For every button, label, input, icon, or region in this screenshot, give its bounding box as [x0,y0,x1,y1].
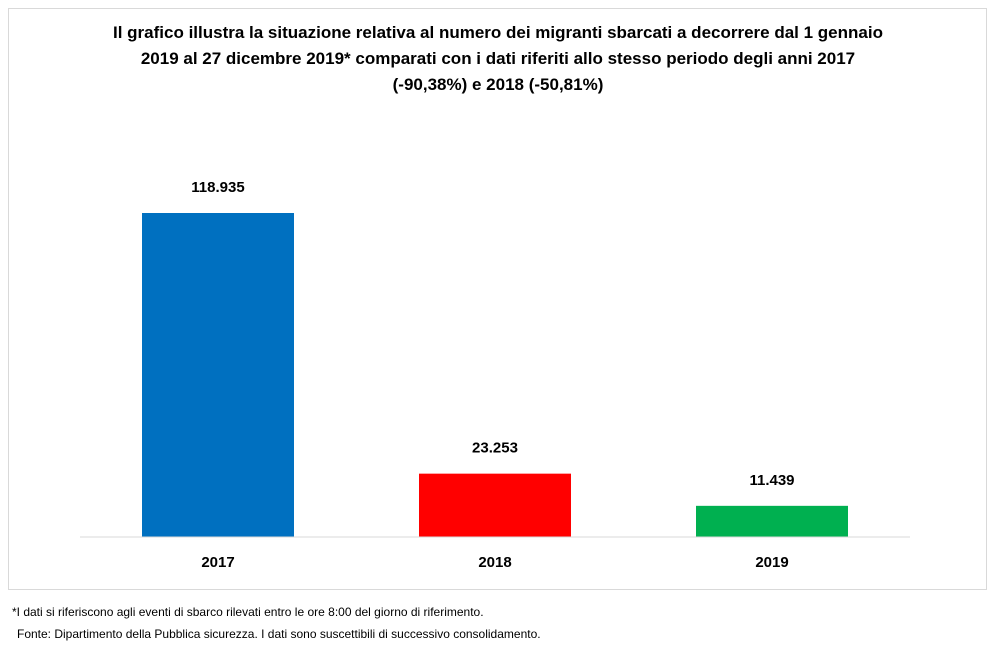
value-label-2017: 118.935 [191,179,244,196]
category-label-2018: 2018 [478,554,511,571]
category-label-2019: 2019 [755,554,788,571]
footnote-source: Fonte: Dipartimento della Pubblica sicur… [17,627,541,641]
value-label-2018: 23.253 [472,440,518,457]
value-label-2019: 11.439 [749,472,794,489]
chart-title: Il grafico illustra la situazione relati… [113,23,883,94]
category-label-2017: 2017 [201,554,234,571]
bar-2019 [696,505,848,537]
bar-2017 [142,213,294,537]
bars-layer [142,213,848,537]
bar-2018 [419,473,571,537]
footnote-note: *I dati si riferiscono agli eventi di sb… [12,605,484,619]
labels-layer: 118.935 2017 23.253 2018 11.439 2019 [191,179,794,571]
